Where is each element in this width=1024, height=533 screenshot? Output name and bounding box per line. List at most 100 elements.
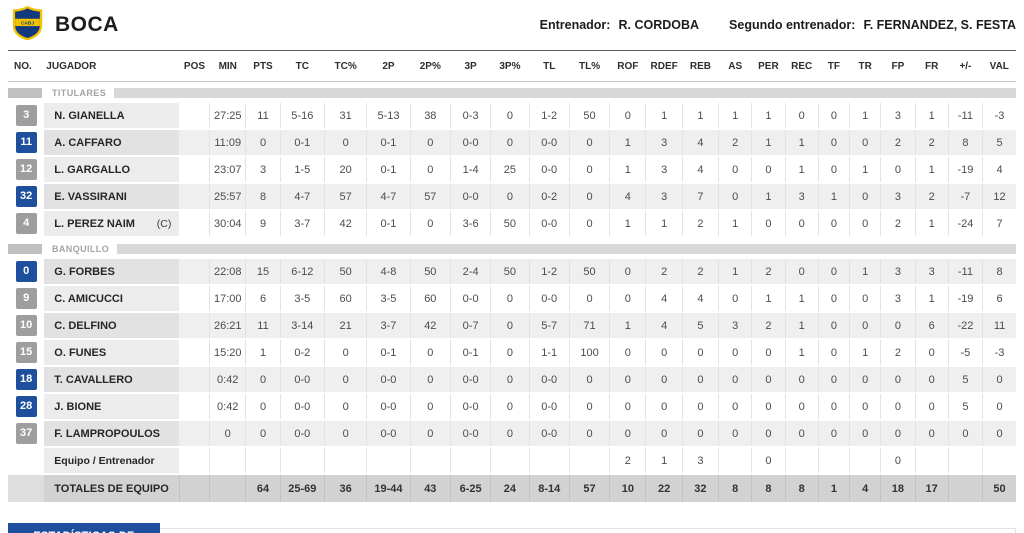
stat-cell-min: 22:08	[209, 259, 246, 286]
stat-cell-tr: 0	[849, 312, 881, 340]
stat-cell-per: 1	[751, 129, 786, 157]
stat-cell-: -22	[947, 312, 983, 340]
player-name-cell: TOTALES DE EQUIPO	[44, 474, 180, 504]
stat-cell-3p: 0	[490, 183, 530, 211]
stat-cell-pts: 11	[245, 312, 281, 340]
stat-cell-reb: 2	[681, 210, 719, 238]
stat-cell-3p: 50	[490, 259, 530, 286]
stat-cell-: 5	[947, 393, 983, 421]
stat-cell-tc: 0-1	[279, 129, 325, 157]
assistant-coach: Segundo entrenador: F. FERNANDEZ, S. FEST…	[729, 18, 1016, 32]
player-name: E. VASSIRANI	[54, 190, 127, 203]
stat-cell-3p: 1-4	[449, 156, 491, 184]
stat-cell-val: 0	[982, 420, 1016, 448]
stat-cell-val: 8	[982, 259, 1016, 286]
stat-cell-tl: 0	[568, 129, 610, 157]
player-number-cell: 15	[8, 339, 45, 367]
pos-cell	[179, 420, 210, 448]
stat-cell-min: 11:09	[209, 129, 246, 157]
stat-cell-tc: 20	[323, 156, 367, 184]
stat-cell-2p	[366, 447, 411, 475]
player-row: 10 C. DELFINO 26:21 11 3-14 21 3-7 42 0-7 0 5-7 71 1…	[8, 312, 1016, 340]
stat-cell-rec: 1	[784, 129, 819, 157]
stat-cell-tf: 0	[817, 210, 850, 238]
stat-cell-tf: 0	[817, 393, 850, 421]
stat-cell-reb: 0	[681, 366, 719, 394]
stat-cell-rof: 0	[609, 393, 646, 421]
stat-cell-tr: 0	[849, 210, 881, 238]
column-header-tr: TR	[849, 50, 881, 82]
stat-cell-2p: 0	[409, 366, 451, 394]
stat-cell-reb: 4	[681, 129, 719, 157]
stat-cell-fp: 0	[880, 312, 916, 340]
column-header-rdef: RDEF	[645, 50, 683, 82]
stat-cell-3p: 6-25	[449, 474, 491, 504]
stat-cell-3p	[449, 447, 491, 475]
stat-cell-as: 3	[718, 312, 752, 340]
stat-cell-tr	[849, 447, 881, 475]
stat-cell-rec: 0	[784, 366, 819, 394]
stat-cell-min: 25:57	[209, 183, 246, 211]
stat-cell-2p: 60	[409, 285, 451, 313]
stat-cell-rof: 2	[609, 447, 646, 475]
stat-cell-2p: 42	[409, 312, 451, 340]
stat-cell-reb: 32	[681, 474, 719, 504]
stat-cell-val: 5	[982, 129, 1016, 157]
player-number-badge: 9	[15, 288, 37, 309]
player-name: C. AMICUCCI	[54, 292, 123, 305]
stat-cell-reb: 4	[681, 285, 719, 313]
stat-cell-val: 0	[982, 366, 1016, 394]
column-header-reb: REB	[682, 50, 719, 82]
stat-cell-per: 0	[751, 447, 786, 475]
stat-cell-tf: 0	[817, 420, 850, 448]
column-header-plusminus: +/-	[948, 50, 983, 82]
player-row: 28 J. BIONE 0:42 0 0-0 0 0-0 0 0-0 0 0-0 0 0 0 0 0 0 0 0 0 0…	[8, 393, 1016, 421]
stat-cell-fp: 2	[880, 339, 916, 367]
stat-cell-min	[209, 447, 246, 475]
stat-cell-tl: 100	[568, 339, 610, 367]
stat-cell-rdef: 22	[645, 474, 683, 504]
stat-cell-pts: 0	[245, 420, 281, 448]
stat-cell-as: 0	[718, 285, 752, 313]
pos-cell	[179, 447, 210, 475]
stat-cell-tl: 8-14	[528, 474, 570, 504]
stat-cell-3p: 0-0	[449, 285, 491, 313]
column-header-fp: FP	[880, 50, 916, 82]
stat-cell-tc: 57	[323, 183, 367, 211]
stat-cell-rdef: 4	[645, 285, 683, 313]
stat-cell-fr: 2	[914, 183, 949, 211]
column-header-rof: ROF	[609, 50, 646, 82]
column-header-fr: FR	[915, 50, 949, 82]
player-row: 12 L. GARGALLO 23:07 3 1-5 20 0-1 0 1-4 25 0-0 0 1 3 4…	[8, 156, 1016, 184]
stat-cell-3p: 2-4	[449, 259, 491, 286]
stat-cell-reb: 1	[681, 103, 719, 130]
stat-cell-3p: 0	[490, 129, 530, 157]
stat-cell-3p: 0	[490, 366, 530, 394]
stat-cell-as: 0	[718, 420, 752, 448]
pos-cell	[179, 312, 210, 340]
stat-cell-: 5	[947, 366, 983, 394]
stat-cell-tf: 0	[817, 156, 850, 184]
pos-cell	[179, 393, 210, 421]
section-band-fill	[114, 88, 1016, 98]
stat-cell-tc	[279, 447, 325, 475]
stat-cell-val: -3	[982, 339, 1016, 367]
stat-cell-tr: 0	[849, 366, 881, 394]
stat-cell-rof: 1	[609, 129, 646, 157]
stat-cell-pts: 0	[245, 366, 281, 394]
player-name: T. CAVALLERO	[54, 373, 133, 386]
player-number-badge: 10	[15, 315, 37, 336]
stat-cell-tl: 5-7	[528, 312, 570, 340]
stat-cell-tr: 0	[849, 393, 881, 421]
stat-cell-pts: 8	[245, 183, 281, 211]
player-name-cell: A. CAFFARO	[44, 129, 180, 157]
player-number-cell: 0	[8, 259, 45, 286]
stat-cell-as	[718, 447, 752, 475]
player-number-badge: 0	[15, 261, 37, 282]
stat-cell-fr: 0	[914, 339, 949, 367]
stat-cell-2p: 43	[409, 474, 451, 504]
stat-cell-fr	[914, 447, 949, 475]
stat-cell-per: 0	[751, 156, 786, 184]
stat-cell-as: 1	[718, 103, 752, 130]
player-number-cell: 18	[8, 366, 45, 394]
